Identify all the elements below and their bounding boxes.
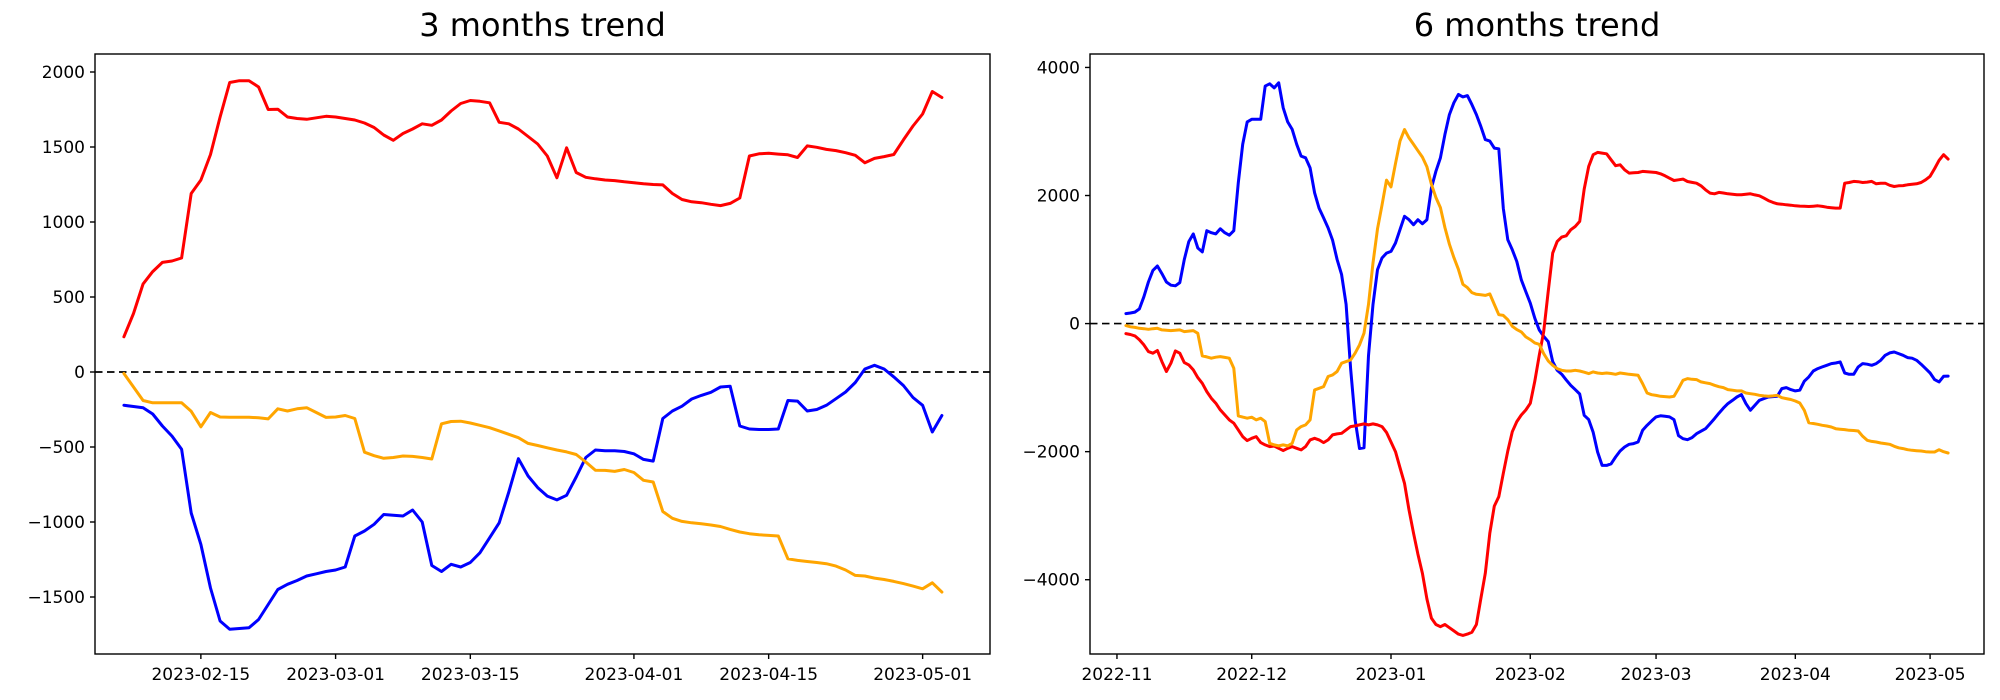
chart-title-3-months: 3 months trend bbox=[419, 6, 666, 44]
y-tick-label: 500 bbox=[53, 288, 85, 308]
series-line-orange bbox=[1124, 128, 1950, 455]
series-line-blue bbox=[1124, 81, 1950, 467]
x-tick-label: 2023-02 bbox=[1495, 665, 1566, 685]
series-line-red bbox=[1124, 150, 1950, 637]
x-tick-label: 2023-03-01 bbox=[286, 665, 385, 685]
plot-area bbox=[1089, 53, 1985, 655]
x-tick-label: 2023-01 bbox=[1355, 665, 1426, 685]
y-tick-label: 0 bbox=[74, 363, 85, 383]
y-tick-label: −500 bbox=[38, 438, 85, 458]
y-tick-label: −1500 bbox=[27, 588, 85, 608]
x-tick-label: 2023-04-01 bbox=[585, 665, 684, 685]
x-tick-label: 2023-05-01 bbox=[873, 665, 972, 685]
plot-area bbox=[94, 53, 991, 655]
y-tick-label: 2000 bbox=[42, 63, 85, 83]
series-line-orange bbox=[122, 372, 944, 594]
x-tick-label: 2023-03 bbox=[1621, 665, 1692, 685]
x-tick-label: 2023-05 bbox=[1895, 665, 1966, 685]
y-tick-label: 4000 bbox=[1037, 58, 1080, 78]
y-tick-label: −2000 bbox=[1022, 443, 1080, 463]
x-tick-label: 2022-11 bbox=[1081, 665, 1152, 685]
y-tick-label: 1500 bbox=[42, 138, 85, 158]
series-line-red bbox=[122, 79, 944, 339]
x-tick-label: 2022-12 bbox=[1216, 665, 1287, 685]
y-tick-label: 1000 bbox=[42, 213, 85, 233]
chart-title-6-months: 6 months trend bbox=[1414, 6, 1661, 44]
y-tick-label: 2000 bbox=[1037, 187, 1080, 207]
series-line-blue bbox=[122, 363, 944, 631]
y-tick-label: 0 bbox=[1069, 315, 1080, 335]
x-tick-label: 2023-04 bbox=[1760, 665, 1831, 685]
x-tick-label: 2023-02-15 bbox=[151, 665, 250, 685]
y-tick-label: −1000 bbox=[27, 513, 85, 533]
x-tick-label: 2023-03-15 bbox=[421, 665, 520, 685]
x-tick-label: 2023-04-15 bbox=[719, 665, 818, 685]
y-tick-label: −4000 bbox=[1022, 571, 1080, 591]
